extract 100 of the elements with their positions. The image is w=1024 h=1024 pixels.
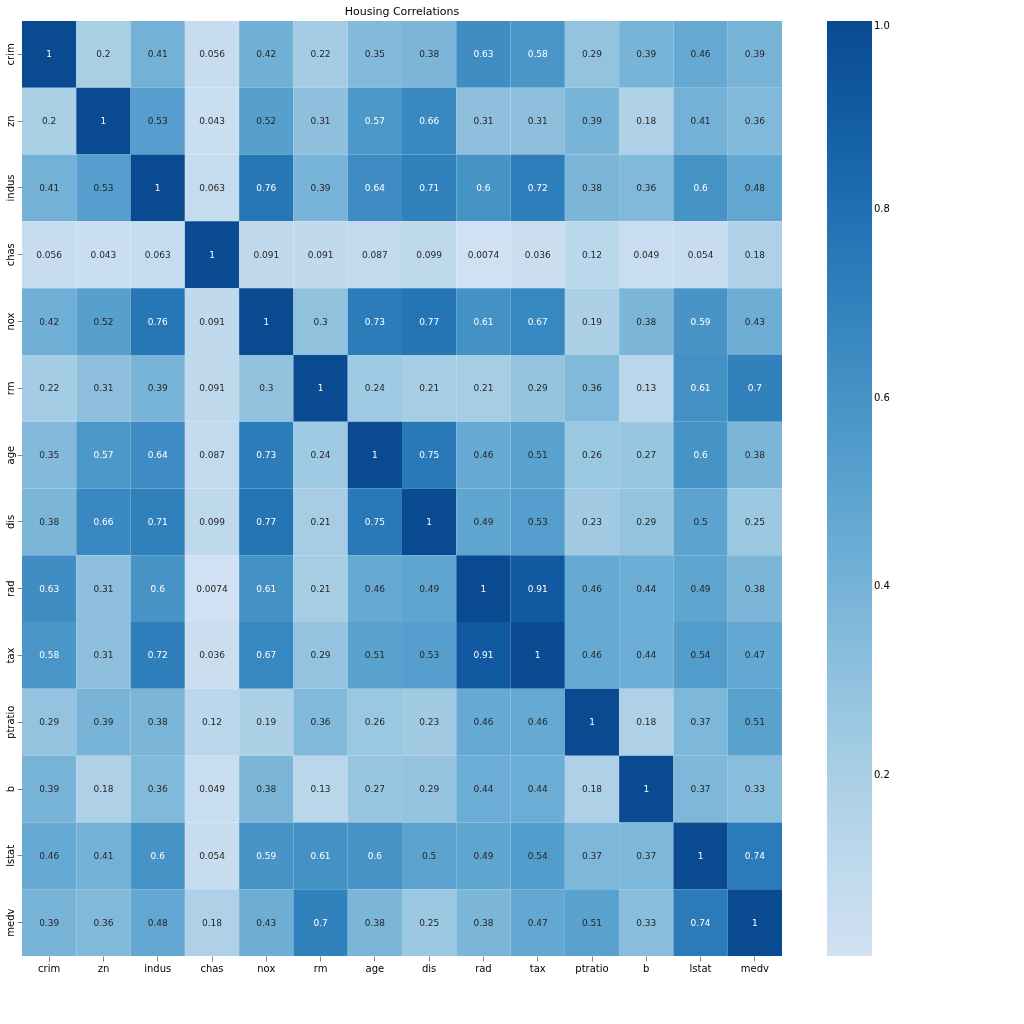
data-label: 0.38 [473,917,494,928]
data-label: 0.48 [744,182,766,193]
data-label: 0.13 [310,784,331,795]
y-tick-label: nox [4,312,16,331]
data-label: 0.18 [744,249,766,260]
y-tick-label: tax [4,647,16,664]
x-tick-label: medv [740,962,770,974]
data-label: 0.099 [199,516,226,527]
y-tick-label: age [4,445,16,465]
data-label: 0.66 [419,116,440,127]
data-label: 1 [589,717,595,728]
x-tick-label: rad [475,962,492,974]
data-label: 0.22 [310,49,331,60]
data-label: 0.72 [527,182,548,193]
data-label: 0.37 [636,850,657,861]
data-label: 0.3 [259,383,274,394]
data-label: 0.29 [419,784,440,795]
data-label: 0.31 [473,116,494,127]
data-label: 0.38 [256,784,277,795]
data-label: 0.27 [636,450,657,461]
data-label: 0.46 [364,583,386,594]
y-tick-label: rm [4,381,16,396]
data-label: 0.26 [364,717,386,728]
data-label: 0.21 [473,383,494,394]
data-label: 1 [154,182,161,193]
data-label: 0.51 [364,650,385,661]
data-label: 0.7 [313,917,328,928]
data-label: 0.38 [39,516,60,527]
data-label: 0.58 [527,49,548,60]
x-tick-label: ptratio [575,962,609,974]
data-label: 0.6 [693,182,708,193]
data-label: 0.48 [147,917,168,928]
data-label: 0.26 [581,450,603,461]
data-label: 0.64 [147,450,168,461]
data-label: 0.67 [256,650,277,661]
x-tick-label: b [643,962,650,974]
data-label: 0.29 [39,717,60,728]
data-label: 0.37 [690,717,711,728]
data-label: 0.46 [473,450,494,461]
x-tick-label: zn [97,962,110,974]
data-label: 0.51 [527,450,548,461]
data-label: 0.29 [581,49,603,60]
data-label: 0.25 [744,516,765,527]
data-label: 0.38 [636,316,657,327]
data-label: 0.27 [364,784,385,795]
data-label: 0.7 [747,383,763,394]
data-label: 0.53 [419,650,440,661]
data-label: 0.47 [744,650,765,661]
data-label: 0.46 [581,583,603,594]
data-label: 0.43 [744,316,765,327]
data-label: 0.53 [527,516,548,527]
data-label: 0.61 [256,583,277,594]
data-label: 0.36 [310,717,331,728]
data-label: 0.29 [527,383,548,394]
x-tick-label: lstat [689,962,712,974]
data-label: 0.054 [687,249,714,260]
data-label: 0.043 [199,116,225,127]
data-label: 0.19 [581,316,603,327]
data-label: 1 [697,850,704,861]
data-label: 0.49 [473,850,494,861]
data-label: 0.2 [41,116,57,127]
data-label: 0.36 [744,116,766,127]
data-label: 0.73 [364,316,385,327]
data-label: 0.36 [636,182,657,193]
data-label: 0.5 [693,516,708,527]
data-label: 0.091 [253,249,280,260]
data-label: 1 [46,49,53,60]
data-label: 0.24 [310,450,331,461]
data-label: 0.74 [690,917,711,928]
y-tick-label: dis [4,514,16,530]
data-label: 0.39 [636,49,657,60]
data-label: 0.42 [256,49,277,60]
data-label: 0.31 [310,116,331,127]
data-label: 0.33 [744,784,765,795]
data-label: 0.64 [364,182,386,193]
data-label: 1 [317,383,324,394]
data-label: 0.44 [527,784,548,795]
data-label: 0.58 [39,650,60,661]
x-tick-label: rm [313,962,328,974]
data-label: 0.056 [199,49,226,60]
data-label: 0.52 [256,116,277,127]
data-label: 0.44 [473,784,494,795]
y-tick-label: ptratio [4,705,16,739]
data-label: 0.18 [636,717,657,728]
data-label: 0.036 [199,650,226,661]
data-label: 1 [751,917,758,928]
data-label: 0.38 [744,583,766,594]
data-label: 0.3 [313,316,328,327]
data-label: 0.44 [636,583,657,594]
data-label: 0.46 [527,717,548,728]
data-label: 0.44 [636,650,657,661]
data-label: 0.76 [256,182,277,193]
data-label: 0.54 [527,850,548,861]
data-label: 0.31 [93,650,114,661]
data-label: 0.24 [364,383,386,394]
data-label: 0.29 [636,516,657,527]
data-label: 0.76 [147,316,168,327]
data-label: 0.39 [310,182,331,193]
data-label: 0.25 [419,917,440,928]
data-label: 0.39 [147,383,168,394]
